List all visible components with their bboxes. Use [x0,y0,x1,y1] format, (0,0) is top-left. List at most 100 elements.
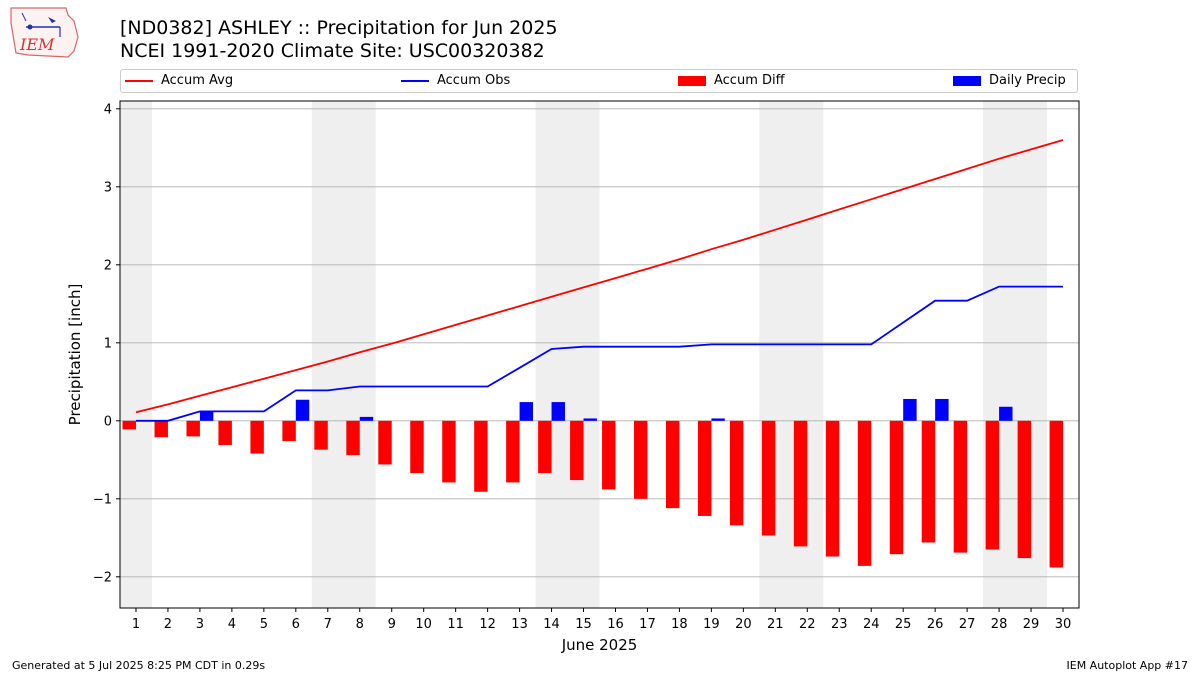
x-tick-label: 26 [927,617,944,632]
plot-frame [119,100,1080,609]
app-label: IEM Autoplot App #17 [1066,659,1189,672]
accum-diff-bar [154,420,168,438]
accum-diff-bar [218,420,232,445]
accum-diff-bar [186,420,200,437]
legend-label: Accum Obs [437,73,511,88]
gridlines [120,108,1079,578]
x-tick-label: 30 [1055,617,1072,632]
accum-diff-bar [570,420,584,481]
daily-precip-bar [935,398,949,421]
accum-diff-bar [634,420,648,499]
daily-precip-bar [999,406,1013,421]
generated-timestamp: Generated at 5 Jul 2025 8:25 PM CDT in 0… [12,659,266,672]
accum-diff-bar [378,420,392,465]
accum-diff-bar [346,420,360,456]
legend-swatch [125,79,153,82]
x-tick-label: 19 [703,617,720,632]
logo-text: IEM [19,35,55,54]
x-tick-label: 10 [415,617,432,632]
accum-obs-line [136,285,1063,422]
x-tick-label: 18 [671,617,688,632]
daily-precip-bar [903,398,917,421]
x-tick-label: 7 [324,617,332,632]
daily-precip-bar [711,418,725,421]
daily-precip-bar [359,416,374,421]
x-tick-label: 16 [607,617,624,632]
daily-precip-bar [519,402,534,421]
legend: Accum Avg Accum Obs Accum Diff Daily Pre… [120,69,1078,93]
x-tick-label: 27 [959,617,976,632]
y-tick-label: 3 [104,180,112,195]
y-tick-label: 4 [104,102,112,117]
x-tick-label: 15 [575,617,592,632]
accum-diff-bar [1017,420,1032,559]
x-tick-label: 29 [1023,617,1040,632]
x-tick-label: 25 [895,617,912,632]
y-tick-label: 2 [104,258,112,273]
y-tick-label: −2 [93,570,112,585]
iem-logo: IEM [10,7,79,58]
y-tick-label: 1 [104,336,112,351]
accum-diff-bar [921,420,936,543]
legend-label: Accum Avg [161,73,234,88]
daily-precip-bar [295,399,310,421]
accum-diff-bar [474,420,488,492]
accum-diff-bar [538,420,552,474]
legend-swatch [401,79,429,82]
x-tick-label: 12 [479,617,496,632]
x-axis-ticks: 1 2 3 4 5 6 7 8 9 10 11 12 13 14 15 16 17 18 19 20 21 22 23 24 2… [132,608,1071,632]
weekend-shading [120,101,1048,608]
legend-item-accum-obs: Accum Obs [401,73,510,88]
x-tick-label: 23 [831,617,848,632]
x-tick-label: 21 [767,617,784,632]
x-tick-label: 9 [388,617,396,632]
legend-label: Accum Diff [714,73,785,88]
x-tick-label: 28 [991,617,1008,632]
y-tick-label: −1 [93,492,112,507]
accum-diff-bar [410,420,424,474]
x-tick-label: 17 [639,617,656,632]
series-lines [135,139,1064,422]
x-tick-label: 22 [799,617,816,632]
accum-diff-bar [761,420,776,536]
accum-diff-bar [602,420,616,490]
daily-precip-bar [199,411,214,421]
accum-diff-bar [697,420,712,516]
accum-diff-bar [953,420,968,553]
legend-item-accum-diff: Accum Diff [678,73,785,88]
daily-precip-bar [551,402,565,421]
weekend-band [535,101,600,608]
x-tick-label: 5 [260,617,268,632]
weekend-band [311,101,376,608]
y-axis-ticks: −2 −1 0 1 2 3 4 [93,102,120,585]
accum-avg-line [135,139,1064,414]
daily-precip-bar [583,418,597,421]
x-tick-label: 6 [292,617,300,632]
accum-diff-bar [122,420,136,430]
x-tick-label: 8 [356,617,364,632]
accum-diff-bar [729,420,744,526]
weekend-band [120,101,152,608]
x-axis-label: June 2025 [561,636,638,654]
legend-item-accum-avg: Accum Avg [125,73,233,88]
accum-diff-bar [314,420,328,450]
x-tick-label: 3 [196,617,204,632]
legend-item-daily-precip: Daily Precip [953,73,1066,88]
accum-diff-bar [250,420,264,454]
accum-diff-bar [793,420,808,547]
x-tick-label: 13 [511,617,528,632]
accum-diff-bar [1049,420,1064,568]
x-tick-label: 20 [735,617,752,632]
bars [122,398,1064,568]
y-axis-label: Precipitation [inch] [66,284,84,426]
x-tick-label: 1 [132,617,140,632]
accum-diff-bar [857,420,872,566]
legend-label: Daily Precip [989,73,1066,88]
y-tick-label: 0 [104,414,112,429]
accum-diff-bar [665,420,680,509]
accum-diff-bar [442,420,456,483]
accum-diff-bar [889,420,904,555]
x-tick-label: 11 [447,617,464,632]
x-tick-label: 24 [863,617,880,632]
